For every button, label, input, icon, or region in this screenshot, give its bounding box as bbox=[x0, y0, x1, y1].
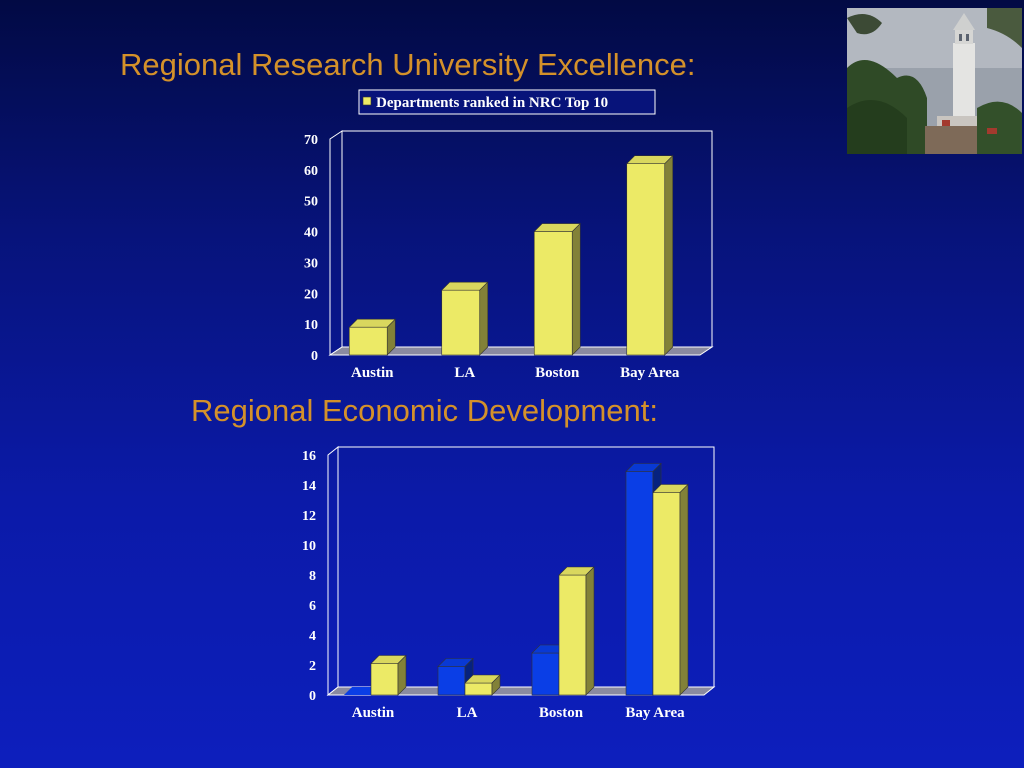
y-tick-label: 60 bbox=[304, 164, 318, 179]
y-tick-label: 12 bbox=[302, 509, 316, 524]
x-category-label: Boston bbox=[539, 705, 584, 721]
y-tick-label: 0 bbox=[309, 689, 316, 704]
legend-swatch bbox=[362, 96, 372, 106]
bar-1-0-3 bbox=[626, 154, 674, 356]
chart-legend: Departments ranked in NRC Top 10 bbox=[358, 89, 656, 115]
bar-1-0-1 bbox=[441, 281, 489, 356]
chart-floor bbox=[328, 346, 714, 356]
y-tick-label: 70 bbox=[304, 133, 318, 148]
y-tick-label: 16 bbox=[302, 449, 316, 464]
bar-2-1-3 bbox=[652, 483, 689, 696]
x-category-label: Bay Area bbox=[620, 365, 680, 381]
y-tick-label: 2 bbox=[309, 659, 316, 674]
y-tick-label: 10 bbox=[304, 318, 318, 333]
campanile-photo bbox=[847, 8, 1022, 154]
y-tick-label: 10 bbox=[302, 539, 316, 554]
side-wall bbox=[327, 445, 339, 697]
y-tick-label: 4 bbox=[309, 629, 316, 644]
bar-2-1-2 bbox=[558, 566, 595, 696]
x-category-label: Austin bbox=[351, 365, 394, 381]
y-tick-label: 6 bbox=[309, 599, 316, 614]
y-tick-label: 50 bbox=[304, 195, 318, 210]
slide-title-research: Regional Research University Excellence: bbox=[120, 47, 696, 82]
y-tick-label: 14 bbox=[302, 479, 316, 494]
y-tick-label: 30 bbox=[304, 256, 318, 271]
x-category-label: Austin bbox=[352, 705, 395, 721]
x-category-label: Boston bbox=[535, 365, 580, 381]
x-category-label: Bay Area bbox=[625, 705, 685, 721]
y-tick-label: 0 bbox=[311, 349, 318, 364]
slide-title-economic: Regional Economic Development: bbox=[191, 393, 658, 428]
bar-1-0-0 bbox=[348, 318, 396, 356]
x-category-label: LA bbox=[457, 705, 478, 721]
y-tick-label: 8 bbox=[309, 569, 316, 584]
y-tick-label: 20 bbox=[304, 287, 318, 302]
legend-label: Departments ranked in NRC Top 10 bbox=[376, 95, 608, 111]
bar-2-0-0 bbox=[344, 687, 379, 695]
campanile-tower-icon bbox=[847, 8, 1022, 154]
bar-2-1-0 bbox=[370, 654, 407, 696]
y-tick-label: 40 bbox=[304, 226, 318, 241]
bar-2-1-1 bbox=[464, 674, 501, 696]
x-category-label: LA bbox=[454, 365, 475, 381]
bar-1-0-2 bbox=[533, 222, 581, 356]
